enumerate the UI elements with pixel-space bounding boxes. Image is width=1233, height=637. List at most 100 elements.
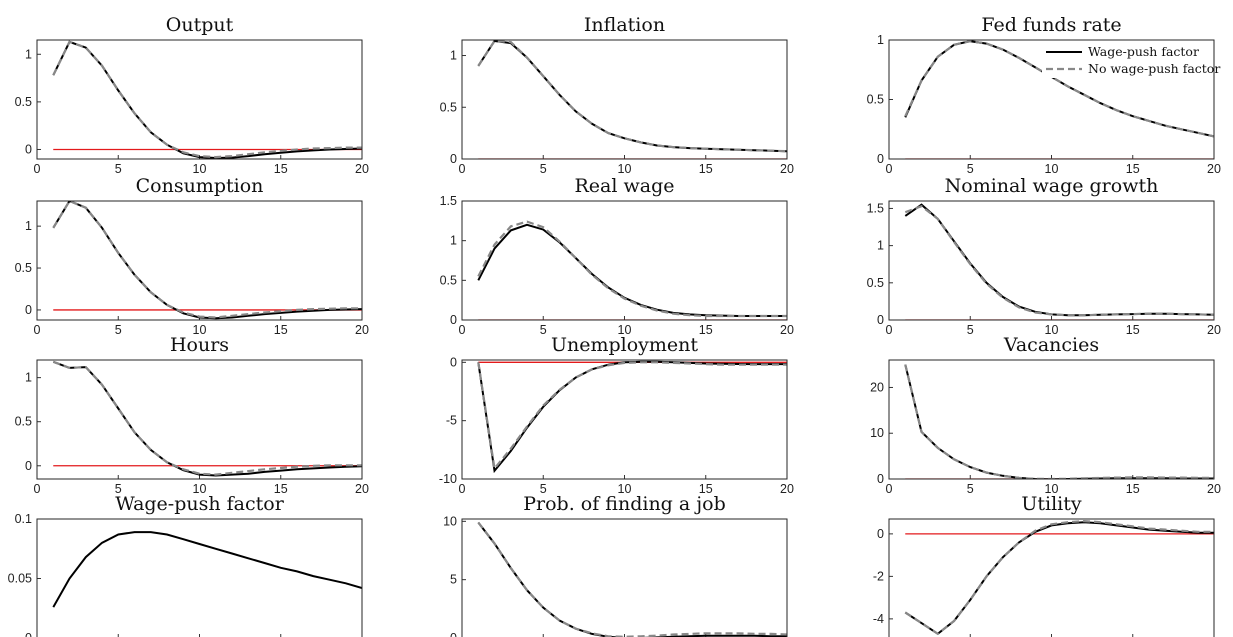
y-tick-label: 0 xyxy=(877,152,884,166)
axes-box xyxy=(36,359,363,480)
x-tick-label: 15 xyxy=(699,162,713,176)
axes-box xyxy=(888,200,1215,321)
series-line-wage-push xyxy=(52,360,362,477)
x-tick-label: 5 xyxy=(540,482,547,496)
axes-box xyxy=(36,200,363,321)
subplot-9: Wage-push factor0510152000.050.1 xyxy=(8,493,363,637)
x-tick-label: 10 xyxy=(1045,482,1059,496)
y-tick-label: 0 xyxy=(877,472,884,486)
x-tick-label: 15 xyxy=(274,482,288,496)
series-line-wage-push xyxy=(477,360,787,474)
x-tick-label: 10 xyxy=(1045,162,1059,176)
series-line-no-wage-push xyxy=(477,361,787,472)
legend-label: Wage-push factor xyxy=(1088,44,1199,59)
x-tick-label: 20 xyxy=(1207,323,1221,337)
subplot-11: Utility05101520-4-20 xyxy=(873,493,1215,637)
y-tick-label: 1.5 xyxy=(867,201,884,215)
subplot-title: Wage-push factor xyxy=(115,493,285,515)
x-tick-label: 10 xyxy=(618,162,632,176)
x-tick-label: 0 xyxy=(886,482,893,496)
axes-box xyxy=(888,39,1215,160)
x-tick-label: 10 xyxy=(618,482,632,496)
series-line-no-wage-push xyxy=(477,220,787,318)
y-tick-label: 0.5 xyxy=(867,276,884,290)
x-tick-label: 15 xyxy=(1126,162,1140,176)
subplot-title: Nominal wage growth xyxy=(945,175,1159,197)
y-tick-label: 0 xyxy=(25,303,32,317)
y-tick-label: 0 xyxy=(450,631,457,637)
x-tick-label: 10 xyxy=(1045,323,1059,337)
legend-label: No wage-push factor xyxy=(1088,61,1220,76)
y-tick-label: -5 xyxy=(446,414,457,428)
legend: Wage-push factor No wage-push factor xyxy=(1042,42,1220,78)
x-tick-label: 10 xyxy=(193,162,207,176)
subplot-title: Consumption xyxy=(136,175,264,197)
y-tick-label: 0 xyxy=(25,631,32,637)
axes-box xyxy=(888,518,1215,637)
y-tick-label: 1 xyxy=(450,234,457,248)
x-tick-label: 15 xyxy=(274,323,288,337)
subplot-title: Utility xyxy=(1021,493,1082,515)
x-tick-label: 10 xyxy=(618,323,632,337)
subplot-4: Real wage 0 5 10 15 20 0 0.5 1 1.5 xyxy=(440,175,794,337)
y-tick-label: 0 xyxy=(877,313,884,327)
x-tick-label: 0 xyxy=(459,482,466,496)
subplot-title: Hours xyxy=(170,334,229,356)
y-tick-label: 0.5 xyxy=(15,415,32,429)
y-tick-label: 0 xyxy=(450,313,457,327)
x-tick-label: 0 xyxy=(459,162,466,176)
y-tick-label: 0.5 xyxy=(440,100,457,114)
x-tick-label: 20 xyxy=(780,162,794,176)
x-tick-label: 5 xyxy=(115,323,122,337)
y-tick-label: 1 xyxy=(877,239,884,253)
series-line-no-wage-push xyxy=(477,40,787,153)
x-tick-label: 0 xyxy=(34,323,41,337)
axes-box xyxy=(461,518,788,637)
y-tick-label: 0.1 xyxy=(15,512,32,526)
x-tick-label: 5 xyxy=(540,323,547,337)
series-line-no-wage-push xyxy=(52,201,362,319)
series-line-no-wage-push xyxy=(904,519,1214,636)
subplot-3: Consumption 0 5 10 15 20 0 0.5 1 xyxy=(15,175,369,337)
y-tick-label: 10 xyxy=(443,514,457,528)
x-tick-label: 20 xyxy=(780,323,794,337)
x-tick-label: 20 xyxy=(355,162,369,176)
series-line-no-wage-push xyxy=(904,40,1214,138)
subplot-8: Vacancies 0 5 10 15 20 0 10 20 xyxy=(870,334,1221,496)
axes-box xyxy=(36,39,363,160)
subplot-title: Vacancies xyxy=(1003,334,1099,356)
y-tick-label: -4 xyxy=(873,612,884,626)
subplot-1: Inflation 0 5 10 15 20 0 0.5 1 xyxy=(440,14,794,176)
x-tick-label: 0 xyxy=(459,323,466,337)
subplot-0: Output 0 5 10 15 20 0 0.5 1 xyxy=(15,14,369,176)
y-tick-label: 0 xyxy=(450,355,457,369)
y-tick-label: 0.05 xyxy=(8,572,32,586)
x-tick-label: 15 xyxy=(699,482,713,496)
y-tick-label: 1 xyxy=(25,371,32,385)
y-tick-label: 0 xyxy=(877,527,884,541)
x-tick-label: 15 xyxy=(1126,482,1140,496)
y-tick-label: -10 xyxy=(439,472,457,486)
y-tick-label: 5 xyxy=(450,573,457,587)
series-line-wage-push xyxy=(477,521,787,637)
x-tick-label: 0 xyxy=(34,162,41,176)
legend-box xyxy=(1042,42,1212,78)
y-tick-label: 1 xyxy=(877,33,884,47)
series-line-no-wage-push xyxy=(52,360,362,476)
subplot-title: Unemployment xyxy=(551,334,698,356)
series-line-wage-push xyxy=(52,40,362,159)
x-tick-label: 15 xyxy=(274,162,288,176)
series-line-no-wage-push xyxy=(52,40,362,159)
axes-box xyxy=(461,200,788,321)
y-tick-label: 0.5 xyxy=(15,95,32,109)
subplot-title: Prob. of finding a job xyxy=(523,493,726,515)
x-tick-label: 5 xyxy=(115,162,122,176)
y-tick-label: -2 xyxy=(873,569,884,583)
subplot-title: Inflation xyxy=(584,14,665,36)
y-tick-label: 20 xyxy=(870,380,884,394)
axes-box xyxy=(461,359,788,480)
x-tick-label: 15 xyxy=(1126,323,1140,337)
y-tick-label: 0 xyxy=(25,142,32,156)
axes-box xyxy=(888,359,1215,480)
